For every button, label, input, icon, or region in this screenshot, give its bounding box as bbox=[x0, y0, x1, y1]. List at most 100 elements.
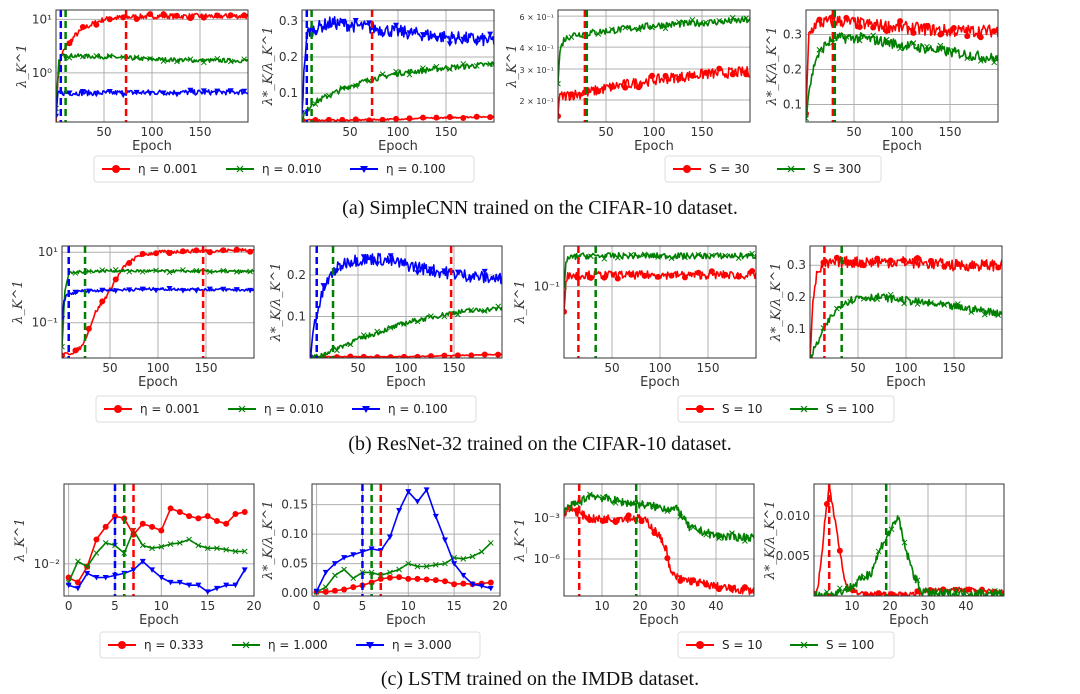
data-marker bbox=[708, 252, 715, 259]
data-marker bbox=[729, 530, 735, 536]
x-tick-label: 5 bbox=[359, 599, 367, 613]
x-tick-label: 40 bbox=[958, 599, 973, 613]
data-marker bbox=[220, 286, 227, 293]
data-marker bbox=[179, 248, 186, 255]
data-marker bbox=[80, 53, 86, 60]
caption-c: (c) LSTM trained on the IMDB dataset. bbox=[380, 668, 700, 690]
data-marker bbox=[93, 91, 100, 98]
chart-panel-6: 50 100 150 0.1 0.2 Epoch λ*_K/λ_K^1 bbox=[269, 245, 503, 390]
data-marker bbox=[406, 115, 413, 122]
data-marker bbox=[595, 88, 602, 95]
data-marker bbox=[743, 71, 750, 78]
data-marker bbox=[186, 513, 193, 520]
data-marker bbox=[130, 567, 137, 573]
data-marker bbox=[614, 254, 621, 261]
data-marker bbox=[722, 271, 729, 278]
data-marker bbox=[875, 590, 882, 596]
data-marker bbox=[339, 85, 346, 91]
legend-marker-x bbox=[787, 165, 795, 173]
data-marker bbox=[722, 252, 729, 259]
legend-label: S = 100 bbox=[826, 638, 874, 652]
x-tick-label: 150 bbox=[691, 125, 714, 139]
y-tick-label: 0.10 bbox=[281, 527, 308, 541]
data-marker bbox=[79, 89, 86, 95]
data-marker bbox=[153, 250, 160, 257]
data-marker bbox=[856, 24, 863, 31]
data-marker bbox=[66, 40, 73, 47]
data-marker bbox=[350, 575, 357, 582]
x-tick-label: 0 bbox=[313, 599, 321, 613]
data-marker bbox=[981, 311, 988, 318]
data-marker bbox=[247, 248, 254, 255]
legend-marker-triangle bbox=[362, 406, 370, 413]
data-marker bbox=[232, 548, 239, 555]
data-marker bbox=[446, 66, 453, 72]
data-marker bbox=[325, 116, 332, 122]
data-marker bbox=[139, 558, 146, 565]
data-marker bbox=[495, 276, 502, 283]
data-marker bbox=[414, 353, 421, 358]
data-marker bbox=[233, 246, 240, 253]
data-marker bbox=[941, 301, 948, 308]
data-marker bbox=[677, 514, 684, 520]
y-axis-label: λ*_K/λ_K^1 bbox=[769, 263, 784, 343]
x-tick-label: 40 bbox=[708, 599, 723, 613]
legend-label: S = 100 bbox=[826, 402, 874, 416]
data-marker bbox=[79, 24, 86, 31]
data-marker bbox=[414, 499, 421, 505]
data-marker bbox=[870, 32, 877, 39]
data-marker bbox=[405, 560, 412, 567]
data-marker bbox=[179, 288, 186, 294]
data-marker bbox=[454, 311, 461, 318]
data-marker bbox=[387, 569, 393, 576]
data-marker bbox=[749, 268, 756, 275]
data-marker bbox=[334, 347, 340, 354]
data-marker bbox=[681, 274, 688, 281]
legend-label: η = 0.001 bbox=[140, 402, 200, 416]
data-marker bbox=[206, 268, 213, 275]
data-marker bbox=[487, 31, 494, 38]
x-axis-label: Epoch bbox=[640, 375, 680, 390]
legend-3: η = 0.001 η = 0.010 η = 0.100 bbox=[95, 395, 477, 423]
data-marker bbox=[675, 75, 682, 82]
series-line-3 bbox=[310, 252, 502, 358]
data-marker bbox=[427, 353, 434, 358]
y-tick-label: 10⁻¹ bbox=[534, 280, 561, 294]
y-tick-label: 0.005 bbox=[776, 549, 810, 563]
data-marker bbox=[214, 12, 221, 19]
data-marker bbox=[66, 90, 73, 96]
data-marker bbox=[928, 300, 934, 306]
legend-label: η = 3.000 bbox=[392, 638, 452, 652]
data-marker bbox=[950, 24, 957, 31]
data-marker bbox=[599, 494, 606, 501]
data-marker bbox=[833, 254, 840, 261]
data-marker bbox=[992, 587, 998, 594]
data-marker bbox=[655, 254, 661, 260]
data-marker bbox=[460, 61, 467, 67]
data-marker bbox=[862, 574, 869, 581]
data-marker bbox=[133, 16, 140, 23]
data-marker bbox=[233, 287, 240, 293]
data-marker bbox=[126, 268, 133, 275]
data-marker bbox=[601, 255, 608, 262]
data-marker bbox=[481, 351, 488, 358]
data-marker bbox=[241, 12, 248, 19]
data-marker bbox=[940, 593, 947, 596]
data-marker bbox=[352, 116, 359, 122]
legend-label: S = 300 bbox=[813, 162, 861, 176]
data-marker bbox=[901, 300, 907, 307]
axes-frame bbox=[55, 9, 249, 123]
data-marker bbox=[333, 268, 340, 274]
data-marker bbox=[460, 556, 467, 562]
data-marker bbox=[206, 249, 213, 256]
data-marker bbox=[468, 352, 475, 358]
x-tick-label: 30 bbox=[920, 599, 935, 613]
legend-marker-triangle bbox=[360, 166, 368, 173]
legend-entry: η = 0.001 bbox=[102, 162, 198, 176]
data-marker bbox=[214, 88, 221, 95]
data-marker bbox=[106, 16, 113, 23]
data-marker bbox=[668, 272, 675, 279]
x-axis-label: Epoch bbox=[639, 613, 679, 628]
data-marker bbox=[968, 263, 975, 270]
data-marker bbox=[460, 580, 467, 587]
